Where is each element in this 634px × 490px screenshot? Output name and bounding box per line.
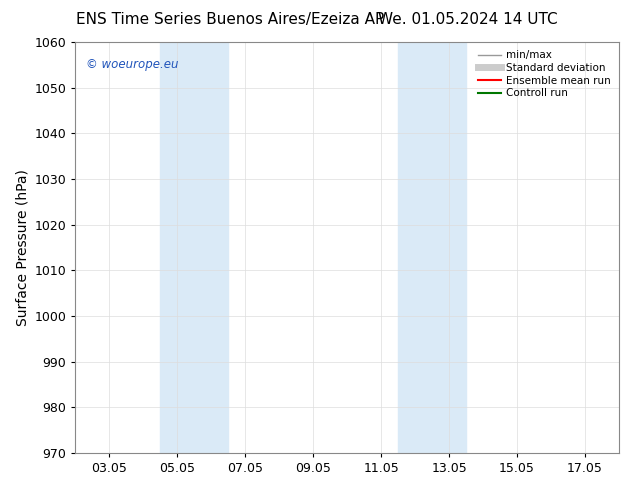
Text: We. 01.05.2024 14 UTC: We. 01.05.2024 14 UTC [378, 12, 558, 27]
Text: © woeurope.eu: © woeurope.eu [86, 58, 179, 72]
Legend: min/max, Standard deviation, Ensemble mean run, Controll run: min/max, Standard deviation, Ensemble me… [475, 47, 614, 101]
Y-axis label: Surface Pressure (hPa): Surface Pressure (hPa) [15, 169, 29, 326]
Bar [398, 42, 466, 453]
Text: ENS Time Series Buenos Aires/Ezeiza AP: ENS Time Series Buenos Aires/Ezeiza AP [76, 12, 384, 27]
Bar [160, 42, 228, 453]
